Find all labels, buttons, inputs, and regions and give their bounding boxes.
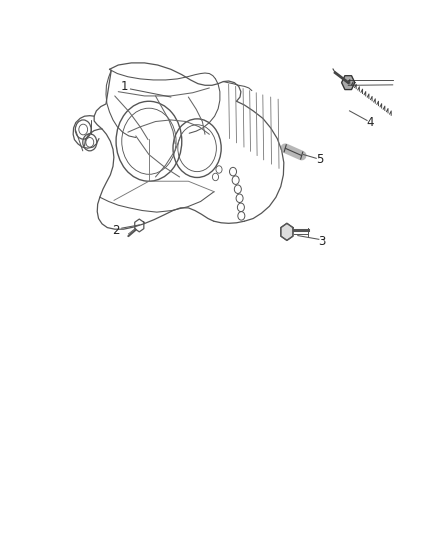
Text: 3: 3: [318, 235, 325, 248]
Polygon shape: [342, 76, 355, 90]
Text: 4: 4: [366, 116, 374, 129]
Text: 5: 5: [316, 154, 323, 166]
Text: 2: 2: [112, 224, 120, 237]
Text: 1: 1: [121, 80, 129, 93]
Polygon shape: [281, 223, 293, 240]
